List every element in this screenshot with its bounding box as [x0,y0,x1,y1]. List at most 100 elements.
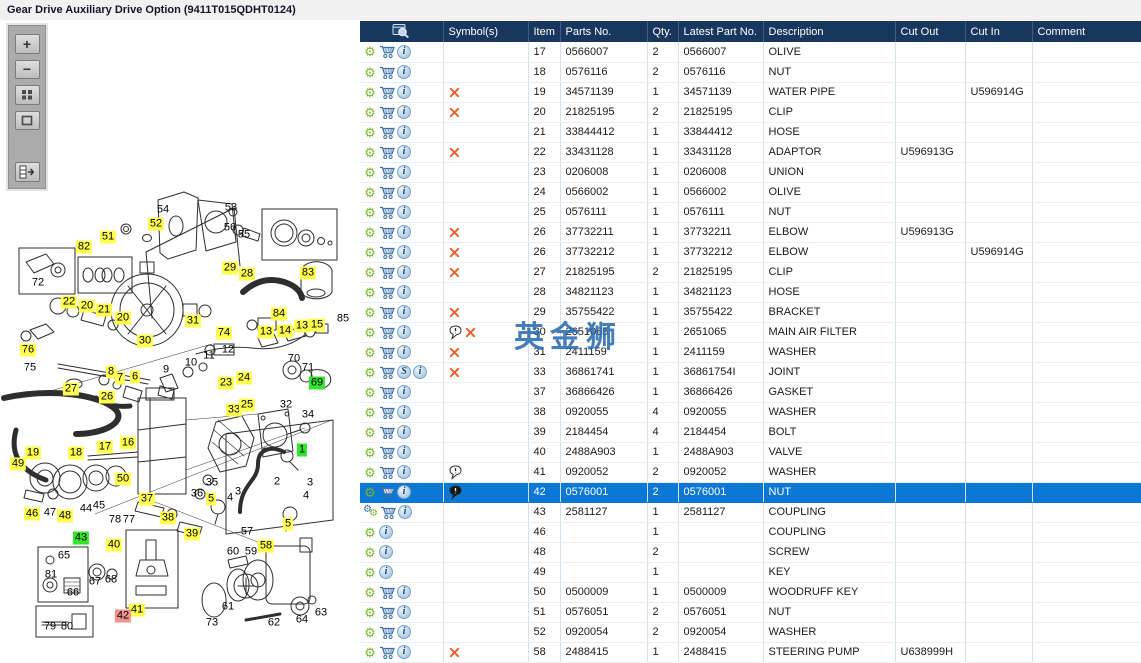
diagram-callout-31[interactable]: 31 [184,314,202,328]
gear-icon[interactable]: ⚙ [364,644,376,660]
info-icon[interactable]: i [397,285,411,299]
diagram-callout-71[interactable]: 71 [301,361,315,374]
cart-icon[interactable] [379,146,395,159]
cart-icon[interactable] [379,426,395,439]
cart-icon[interactable] [379,45,395,59]
table-row[interactable]: ⚙ i 20 21825195 2 21825195 CLIP [360,102,1141,123]
info-icon[interactable]: i [397,385,411,399]
diagram-callout-68[interactable]: 68 [104,573,118,586]
cart-icon[interactable] [379,106,395,119]
info-icon[interactable]: i [397,105,411,119]
gear-icon[interactable]: ⚙ [364,224,376,240]
diagram-callout-69[interactable]: 69 [308,376,326,390]
diagram-callout-9[interactable]: 9 [162,363,170,376]
tile-view-button[interactable] [14,85,40,105]
gear-icon[interactable]: ⚙ [364,244,376,260]
diagram-callout-14[interactable]: 14 [276,324,294,338]
diagram-callout-7[interactable]: 7 [114,371,126,385]
cart-icon[interactable] [379,466,395,479]
info-icon[interactable]: i [379,565,393,579]
table-row[interactable]: ⚙ i 48 2 SCREW [360,542,1141,563]
diagram-callout-65[interactable]: 65 [57,549,71,562]
cart-icon[interactable] [379,246,395,259]
info-icon[interactable]: i [379,525,393,539]
gear-icon[interactable]: ⚙ [364,404,376,420]
diagram-callout-79[interactable]: 79 [43,620,57,633]
info-icon[interactable]: i [397,44,411,59]
gear-icon[interactable]: ⚙ [364,564,376,580]
diagram-callout-74[interactable]: 74 [215,326,233,340]
diagram-callout-58[interactable]: 58 [257,539,275,553]
table-row[interactable]: ⚙ i 42 0576001 2 0576001 NUT [360,482,1141,503]
cart-icon[interactable] [379,126,395,139]
results-search-icon[interactable] [360,21,444,42]
info-icon[interactable]: i [397,425,411,439]
col-header-symbol-s-[interactable]: Symbol(s) [443,21,529,42]
diagram-callout-41[interactable]: 41 [128,603,146,617]
table-row[interactable]: ⚙ i 30 2651065 1 2651065 MAIN AIR FILTER [360,322,1141,343]
table-row[interactable]: ⚙ i 31 2411159 1 2411159 WASHER [360,342,1141,363]
col-header-item[interactable]: Item [528,21,561,42]
info-icon[interactable]: i [397,305,411,319]
table-row[interactable]: ⚙ i 27 21825195 2 21825195 CLIP [360,262,1141,283]
info-icon[interactable]: i [397,645,411,659]
info-icon[interactable]: i [397,85,411,99]
diagram-callout-55[interactable]: 55 [237,228,251,241]
diagram-callout-38[interactable]: 38 [159,511,177,525]
cart-icon[interactable] [379,646,395,659]
cart-icon[interactable] [379,66,395,79]
info-icon[interactable]: i [397,445,411,459]
table-row[interactable]: ⚙ i 46 1 COUPLING [360,522,1141,543]
gear-icon[interactable]: ⚙ [364,364,376,380]
diagram-callout-66[interactable]: 66 [66,586,80,599]
diagram-callout-3[interactable]: 3 [234,485,242,498]
s-icon[interactable]: S [397,365,411,379]
diagram-callout-72[interactable]: 72 [31,276,45,289]
table-row[interactable]: ⚙ i 49 1 KEY [360,562,1141,583]
diagram-callout-75[interactable]: 75 [23,361,37,374]
col-header-parts-no-[interactable]: Parts No. [560,21,648,42]
diagram-callout-18[interactable]: 18 [67,446,85,460]
gear-icon[interactable]: ⚙ [364,64,376,80]
diagram-callout-47[interactable]: 47 [43,506,57,519]
diagram-callout-78[interactable]: 78 [108,513,122,526]
diagram-callout-22[interactable]: 22 [60,295,78,309]
diagram-callout-4[interactable]: 4 [302,489,310,502]
table-row[interactable]: ⚙ i 18 0576116 2 0576116 NUT [360,62,1141,83]
cart-icon[interactable] [379,86,395,99]
gear-icon[interactable]: ⚙ [364,284,376,300]
gear-icon[interactable]: ⚙ [364,584,376,600]
info-icon[interactable]: i [397,465,411,479]
col-header-cut-in[interactable]: Cut In [965,21,1033,42]
diagram-callout-43[interactable]: 43 [72,531,90,545]
gear-icon[interactable]: ⚙ [364,464,376,480]
diagram-callout-59[interactable]: 59 [244,545,258,558]
diagram-callout-36[interactable]: 36 [190,487,204,500]
gear-icon[interactable]: ⚙ [364,44,376,60]
gear-icon[interactable]: ⚙ [364,264,376,280]
info-icon[interactable]: i [413,365,427,379]
diagram-callout-13[interactable]: 13 [257,325,275,339]
toggle-panel-button[interactable] [14,162,40,182]
diagram-callout-25[interactable]: 25 [238,398,256,412]
cart-icon[interactable] [380,506,396,519]
cart-icon[interactable] [379,346,395,359]
col-header-description[interactable]: Description [763,21,896,42]
cart-icon[interactable] [379,386,395,399]
diagram-callout-63[interactable]: 63 [314,606,328,619]
gear-icon[interactable]: ⚙ [364,124,376,140]
table-row[interactable]: ⚙ i 41 0920052 2 0920052 WASHER [360,462,1141,483]
diagram-callout-2[interactable]: 2 [273,475,281,488]
gear-icon[interactable]: ⚙ [364,164,376,180]
single-view-button[interactable] [14,110,40,131]
table-row[interactable]: ⚙ i 52 0920054 2 0920054 WASHER [360,622,1141,643]
diagram-callout-23[interactable]: 23 [217,376,235,390]
diagram-callout-24[interactable]: 24 [235,371,253,385]
diagram-callout-6[interactable]: 6 [129,370,141,384]
table-row[interactable]: ⚙ i 50 0500009 1 0500009 WOODRUFF KEY [360,582,1141,603]
info-icon[interactable]: i [397,225,411,239]
table-row[interactable]: ⚙ i 40 2488A903 1 2488A903 VALVE [360,442,1141,463]
diagram-callout-80[interactable]: 80 [60,620,74,633]
diagram-callout-35[interactable]: 35 [205,476,219,489]
diagram-callout-49[interactable]: 49 [9,457,27,471]
